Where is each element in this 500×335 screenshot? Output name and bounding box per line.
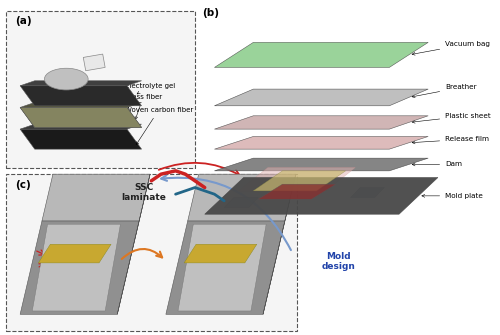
- Polygon shape: [20, 86, 142, 106]
- Polygon shape: [20, 124, 142, 129]
- Text: SSC
laminate: SSC laminate: [122, 183, 166, 202]
- Polygon shape: [214, 136, 428, 149]
- Polygon shape: [214, 116, 428, 129]
- Text: Breather: Breather: [412, 84, 477, 98]
- Polygon shape: [118, 174, 150, 314]
- Polygon shape: [184, 244, 257, 263]
- Polygon shape: [188, 174, 296, 221]
- Text: Electrolyte gel: Electrolyte gel: [124, 83, 175, 94]
- Text: Mold plate: Mold plate: [422, 193, 483, 199]
- FancyBboxPatch shape: [6, 174, 297, 331]
- Polygon shape: [224, 198, 258, 208]
- Polygon shape: [178, 224, 266, 311]
- Text: Mold
design: Mold design: [322, 252, 356, 271]
- Polygon shape: [214, 43, 428, 67]
- Polygon shape: [84, 54, 105, 71]
- Text: Glass fiber: Glass fiber: [124, 94, 162, 119]
- Polygon shape: [38, 244, 111, 263]
- Polygon shape: [20, 81, 142, 86]
- Polygon shape: [32, 224, 120, 311]
- Text: (a): (a): [16, 16, 32, 26]
- Polygon shape: [20, 103, 142, 108]
- Polygon shape: [20, 129, 142, 149]
- Text: Vacuum bag: Vacuum bag: [412, 41, 490, 55]
- Ellipse shape: [44, 68, 88, 90]
- Polygon shape: [20, 221, 139, 314]
- Text: Woven carbon fiber: Woven carbon fiber: [124, 107, 193, 145]
- Text: Plastic sheet: Plastic sheet: [412, 113, 491, 123]
- Polygon shape: [214, 89, 428, 106]
- Polygon shape: [238, 168, 356, 191]
- Polygon shape: [166, 221, 285, 314]
- Polygon shape: [263, 174, 296, 314]
- Polygon shape: [20, 108, 142, 127]
- Polygon shape: [258, 184, 336, 199]
- Polygon shape: [214, 158, 428, 171]
- Polygon shape: [350, 188, 384, 198]
- Polygon shape: [42, 174, 150, 221]
- Polygon shape: [20, 108, 142, 127]
- Text: Release film: Release film: [412, 136, 489, 144]
- Text: (c): (c): [16, 180, 31, 190]
- Polygon shape: [204, 178, 438, 214]
- Text: (b): (b): [202, 8, 220, 18]
- FancyBboxPatch shape: [6, 11, 195, 168]
- Text: Dam: Dam: [412, 161, 462, 167]
- Polygon shape: [254, 171, 346, 191]
